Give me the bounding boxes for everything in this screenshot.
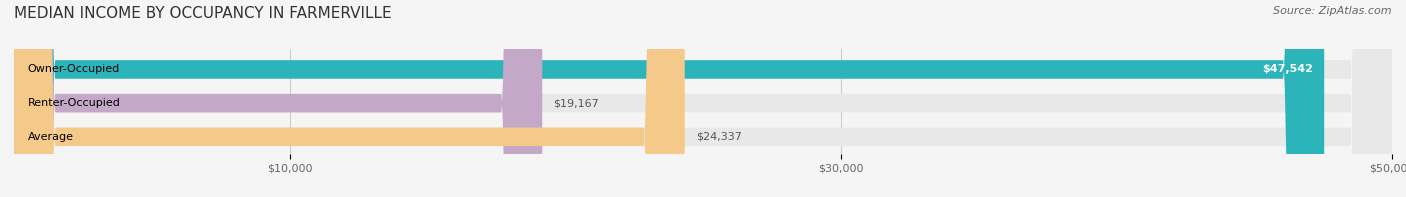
FancyBboxPatch shape	[14, 0, 1392, 197]
Text: Renter-Occupied: Renter-Occupied	[28, 98, 121, 108]
Text: MEDIAN INCOME BY OCCUPANCY IN FARMERVILLE: MEDIAN INCOME BY OCCUPANCY IN FARMERVILL…	[14, 6, 392, 21]
FancyBboxPatch shape	[14, 0, 1392, 197]
Text: $24,337: $24,337	[696, 132, 741, 142]
Text: $19,167: $19,167	[554, 98, 599, 108]
FancyBboxPatch shape	[14, 0, 1392, 197]
Text: Owner-Occupied: Owner-Occupied	[28, 64, 120, 74]
FancyBboxPatch shape	[14, 0, 543, 197]
Text: Average: Average	[28, 132, 75, 142]
Text: Source: ZipAtlas.com: Source: ZipAtlas.com	[1274, 6, 1392, 16]
FancyBboxPatch shape	[14, 0, 685, 197]
FancyBboxPatch shape	[14, 0, 1324, 197]
Text: $47,542: $47,542	[1263, 64, 1313, 74]
